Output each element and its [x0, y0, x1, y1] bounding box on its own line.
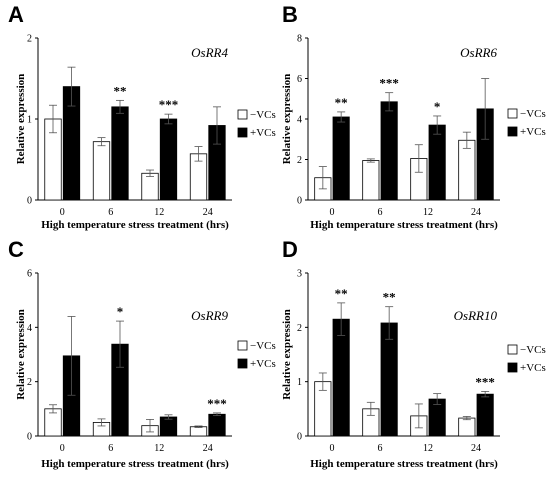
panel-b-y-tick-label: 4: [297, 115, 302, 126]
panel-b-x-axis-label: High temperature stress treatment (hrs): [310, 219, 498, 231]
panel-c-bar-minus-vcs: [189, 426, 208, 437]
panel-c-legend-label-plus-vcs: +VCs: [250, 358, 276, 370]
panel-c-gene-name: OsRR9: [191, 308, 228, 323]
panel-a-legend-label-minus-vcs: −VCs: [250, 109, 276, 121]
panel-d-bar-plus-vcs: [476, 393, 494, 437]
panel-a-bar-plus-vcs: [111, 106, 129, 201]
panel-d-x-tick-label: 24: [471, 443, 481, 454]
panel-d-legend-swatch-plus-vcs: [507, 362, 518, 373]
panel-b-y-axis-label: Relative expression: [281, 74, 293, 165]
panel-d-bar-plus-vcs: [380, 322, 398, 437]
panel-b-x-tick-label: 24: [471, 207, 481, 218]
panel-d-x-axis-label: High temperature stress treatment (hrs): [310, 458, 498, 470]
panel-c-legend-swatch-plus-vcs: [237, 358, 248, 369]
panel-c-x-tick-label: 6: [108, 443, 113, 454]
panel-a-x-tick-label: 6: [108, 207, 113, 218]
panel-a-legend-swatch-minus-vcs: [237, 109, 248, 120]
panel-b-y-tick-label: 0: [297, 196, 302, 207]
panel-d-y-axis-label: Relative expression: [281, 309, 293, 400]
panel-c-letter: C: [8, 237, 24, 262]
panel-b-bar-plus-vcs: [428, 124, 446, 201]
panel-a-bar-minus-vcs: [92, 141, 111, 201]
panel-d-legend-label-minus-vcs: −VCs: [520, 344, 546, 356]
panel-a-x-tick-label: 12: [154, 207, 164, 218]
panel-b-legend-label-minus-vcs: −VCs: [520, 108, 546, 120]
panel-c-bar-plus-vcs: [208, 413, 226, 437]
panel-d-x-tick-label: 12: [423, 443, 433, 454]
panel-d-bar-minus-vcs: [458, 417, 476, 437]
panel-a-gene-name: OsRR4: [191, 45, 228, 60]
panel-a-legend-swatch-plus-vcs: [237, 127, 248, 138]
panel-a-y-tick-label: 0: [27, 196, 32, 207]
panel-d-y-tick-label: 3: [297, 269, 302, 280]
panel-b-bar-plus-vcs: [380, 101, 398, 201]
panel-d-legend-swatch-minus-vcs: [507, 344, 518, 355]
panel-b-y-tick-label: 6: [297, 74, 302, 85]
panel-c-legend-label-minus-vcs: −VCs: [250, 340, 276, 352]
panel-c-y-tick-label: 6: [27, 269, 32, 280]
panel-d-y-tick-label: 2: [297, 323, 302, 334]
panel-b-x-tick-label: 0: [330, 207, 335, 218]
panel-c-y-axis-label: Relative expression: [15, 309, 27, 400]
panel-a-x-axis-label: High temperature stress treatment (hrs): [41, 219, 229, 231]
panel-b-bar-minus-vcs: [362, 160, 380, 201]
panel-c-x-axis-label: High temperature stress treatment (hrs): [41, 458, 229, 470]
panel-c-significance-marker: *: [117, 304, 124, 319]
panel-d-letter: D: [282, 237, 298, 262]
panel-b-bar-minus-vcs: [458, 139, 476, 201]
panel-c-x-tick-label: 0: [60, 443, 65, 454]
panel-b-y-tick-label: 8: [297, 34, 302, 45]
panel-d-x-tick-label: 0: [330, 443, 335, 454]
panel-c-bar-plus-vcs: [159, 416, 178, 437]
panel-d-significance-marker: **: [335, 286, 348, 301]
panel-b-y-tick-label: 2: [297, 155, 302, 166]
panel-d-significance-marker: **: [383, 290, 396, 305]
panel-a-y-axis-label: Relative expression: [15, 74, 27, 165]
panel-b-bar-plus-vcs: [332, 116, 350, 201]
panel-d-legend-label-plus-vcs: +VCs: [520, 362, 546, 374]
panel-c-y-tick-label: 4: [27, 323, 32, 334]
panel-b-legend-swatch-plus-vcs: [507, 126, 518, 137]
panel-c-legend-swatch-minus-vcs: [237, 340, 248, 351]
panel-b-x-tick-label: 12: [423, 207, 433, 218]
panel-b-significance-marker: *: [434, 99, 441, 114]
panel-c-y-tick-label: 2: [27, 377, 32, 388]
panel-d-bar-plus-vcs: [332, 318, 350, 437]
panel-a-x-tick-label: 24: [203, 207, 213, 218]
panel-b-legend-label-plus-vcs: +VCs: [520, 126, 546, 138]
panel-a-bar-plus-vcs: [159, 118, 178, 201]
panel-a-y-tick-label: 1: [27, 115, 32, 126]
panel-a-significance-marker: ***: [159, 97, 179, 112]
panel-b-legend-swatch-minus-vcs: [507, 108, 518, 119]
panel-d-y-tick-label: 1: [297, 377, 302, 388]
panel-b-x-tick-label: 6: [378, 207, 383, 218]
panel-d-significance-marker: ***: [475, 374, 495, 389]
panel-a-letter: A: [8, 2, 24, 27]
panel-b-significance-marker: ***: [379, 76, 399, 91]
panel-d-gene-name: OsRR10: [454, 308, 498, 323]
panel-a-significance-marker: **: [113, 83, 126, 98]
panel-c-x-tick-label: 24: [203, 443, 213, 454]
panel-a-x-tick-label: 0: [60, 207, 65, 218]
panel-a-y-tick-label: 2: [27, 34, 32, 45]
panel-d-y-tick-label: 0: [297, 432, 302, 443]
panel-b-gene-name: OsRR6: [460, 45, 497, 60]
panel-b-significance-marker: **: [335, 95, 348, 110]
panel-b-letter: B: [282, 2, 298, 27]
panel-a-bar-minus-vcs: [141, 172, 159, 201]
panel-c-y-tick-label: 0: [27, 432, 32, 443]
panel-c-x-tick-label: 12: [154, 443, 164, 454]
panel-c-significance-marker: ***: [207, 396, 227, 411]
panel-a-legend-label-plus-vcs: +VCs: [250, 127, 276, 139]
panel-d-x-tick-label: 6: [378, 443, 383, 454]
